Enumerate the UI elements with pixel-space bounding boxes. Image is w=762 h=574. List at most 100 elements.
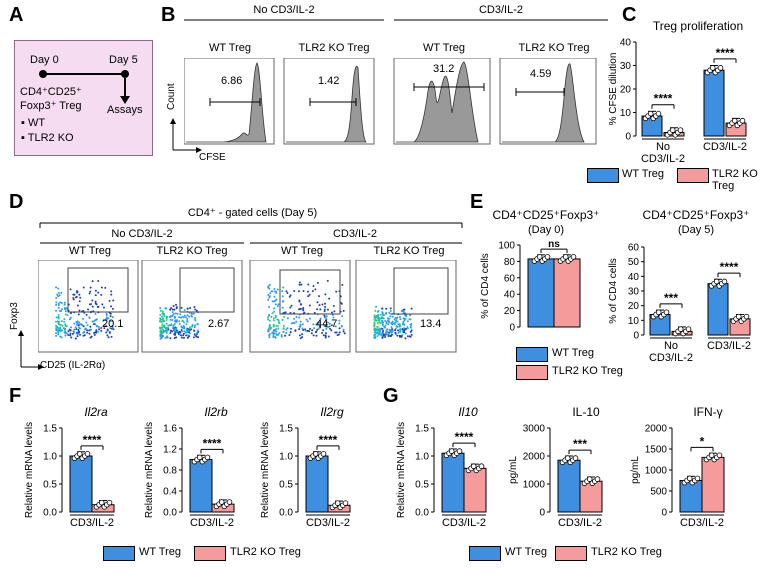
facs-dot xyxy=(178,316,181,319)
facs-dot xyxy=(164,336,167,339)
facs-dot xyxy=(278,332,281,335)
facs-dot xyxy=(95,324,98,327)
facs-dot xyxy=(335,290,338,293)
facs-dot xyxy=(197,336,200,339)
facs-dot xyxy=(405,315,408,318)
sig-label: **** xyxy=(716,46,735,60)
facs-dot xyxy=(104,319,107,322)
facs-dot xyxy=(396,329,399,332)
y-tick-label: 1000 xyxy=(645,466,668,477)
facs-dot xyxy=(170,323,173,326)
facs-dot xyxy=(182,316,185,319)
d-group3: WT Treg xyxy=(281,245,323,257)
facs-dot xyxy=(385,333,388,336)
facs-dot xyxy=(408,335,411,338)
facs-dot xyxy=(74,326,77,329)
axis-arrow-icon xyxy=(170,118,202,153)
facs-dot xyxy=(181,320,184,323)
facs-dot xyxy=(192,312,195,315)
data-point xyxy=(572,455,579,461)
facs-dot xyxy=(82,325,85,328)
b-group3: WT Treg xyxy=(423,42,465,54)
facs-dot xyxy=(410,333,413,336)
sig-label: **** xyxy=(654,92,673,106)
facs-dot xyxy=(329,327,332,330)
facs-dot xyxy=(399,330,402,333)
y-tick-label: 1.0 xyxy=(415,452,429,463)
data-point xyxy=(721,278,728,285)
facs-dot xyxy=(89,325,92,328)
data-point xyxy=(669,127,676,133)
d-value-4: 13.4 xyxy=(420,318,442,330)
facs-dot xyxy=(165,322,168,325)
facs-dot xyxy=(295,315,298,318)
g-legend-wt-swatch xyxy=(469,546,501,561)
b-value-1: 6.86 xyxy=(221,75,243,87)
facs-dot xyxy=(183,325,186,328)
facs-dot xyxy=(375,305,378,308)
facs-dot xyxy=(63,303,66,306)
facs-dot xyxy=(289,331,292,334)
facs-dot xyxy=(338,319,341,322)
facs-dot xyxy=(390,312,393,315)
d-group1: WT Treg xyxy=(69,245,111,257)
facs-dot xyxy=(79,333,82,336)
y-tick-label: 80 xyxy=(504,257,516,268)
day5-label: Day 5 xyxy=(109,54,138,66)
y-axis-label: Relative mRNA levels xyxy=(24,422,35,518)
category-label: CD3/IL-2 xyxy=(703,141,747,153)
y-tick-label: 100 xyxy=(498,241,515,252)
b-group4: TLR2 KO Treg xyxy=(518,42,590,54)
bar xyxy=(557,459,581,513)
facs-dot xyxy=(272,330,275,333)
facs-dot xyxy=(168,324,171,327)
facs-dot xyxy=(174,312,177,315)
histogram-1 xyxy=(184,58,275,145)
f-legend-ko-swatch xyxy=(194,546,226,561)
facs-dot xyxy=(91,320,94,323)
facs-dot xyxy=(274,314,277,317)
facs-dot xyxy=(273,307,276,310)
chart-title: IFN-γ xyxy=(693,405,722,419)
facs-dot xyxy=(165,317,168,320)
facs-dot xyxy=(64,310,67,313)
facs-dot xyxy=(159,329,162,332)
facs-dot xyxy=(77,313,80,316)
facs-dot xyxy=(102,306,105,309)
y-tick-label: 1.6 xyxy=(163,424,177,435)
chart-title: Il2rb xyxy=(204,405,228,419)
facs-dot xyxy=(305,329,308,332)
facs-dot xyxy=(302,307,305,310)
facs-dot xyxy=(67,333,70,336)
data-point xyxy=(226,499,233,505)
y-tick-label: 500 xyxy=(650,487,667,498)
facs-dot xyxy=(285,290,288,293)
facs-dot xyxy=(379,313,382,316)
c-legend-wt-swatch xyxy=(587,168,619,183)
facs-dot xyxy=(394,327,397,330)
facs-dot xyxy=(267,293,270,296)
facs-dot xyxy=(159,309,162,312)
facs-frame xyxy=(141,260,243,353)
y-axis-label: pg/mL xyxy=(508,456,519,484)
category-label: CD3/IL-2 xyxy=(558,517,602,529)
facs-dot xyxy=(183,309,186,312)
d-group4: TLR2 KO Treg xyxy=(373,245,445,257)
facs-dot xyxy=(268,324,271,327)
d-ylabel: Foxp3 xyxy=(9,302,20,330)
facs-dot xyxy=(398,316,401,319)
data-point xyxy=(536,254,543,260)
facs-dot xyxy=(326,308,329,311)
facs-dot xyxy=(66,314,69,317)
facs-dot xyxy=(96,305,99,308)
facs-dot xyxy=(194,316,197,319)
facs-dot xyxy=(278,322,281,325)
day0-label: Day 0 xyxy=(30,54,59,66)
facs-dot xyxy=(173,336,176,339)
facs-dot xyxy=(169,329,172,332)
facs-dot xyxy=(192,336,195,339)
facs-dot xyxy=(105,317,108,320)
facs-dot xyxy=(55,286,58,289)
facs-dot xyxy=(377,316,380,319)
facs-dot xyxy=(381,307,384,310)
